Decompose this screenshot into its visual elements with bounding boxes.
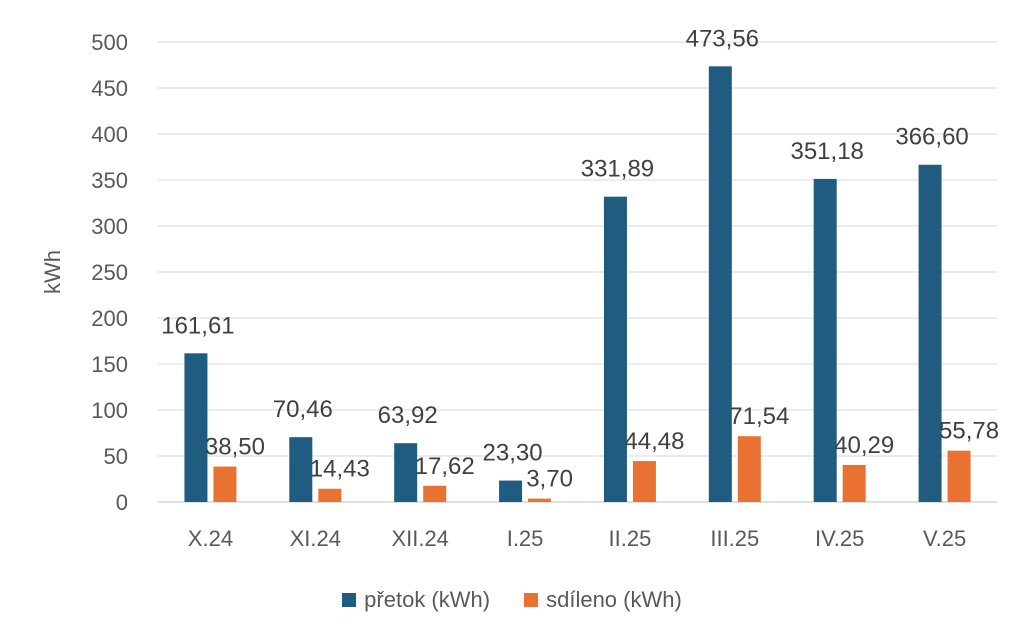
legend-swatch-pretok: [342, 593, 357, 607]
data-label-sdileno: 71,54: [729, 403, 789, 430]
bars: [184, 66, 971, 502]
bar-sdileno[interactable]: [423, 485, 447, 502]
legend-label-sdileno: sdíleno (kWh): [546, 587, 682, 612]
y-tick-label: 450: [91, 76, 128, 101]
bar-pretok[interactable]: [394, 443, 418, 502]
data-label-pretok: 331,89: [581, 156, 654, 183]
data-label-sdileno: 40,29: [834, 432, 894, 459]
bar-pretok[interactable]: [603, 196, 627, 502]
y-tick-label: 200: [91, 306, 128, 331]
data-label-sdileno: 38,50: [205, 434, 265, 461]
x-category-label: IV.25: [815, 526, 864, 551]
legend-label-pretok: přetok (kWh): [364, 587, 491, 612]
data-label-pretok: 473,56: [686, 25, 759, 52]
y-axis-ticks: 0 50 100 150 200 250 300 350 400 450 500: [91, 30, 128, 515]
bar-sdileno[interactable]: [318, 488, 342, 502]
y-tick-label: 250: [91, 260, 128, 285]
x-category-label: V.25: [923, 526, 966, 551]
data-label-pretok: 161,61: [161, 312, 234, 339]
data-label-sdileno: 14,43: [310, 456, 370, 483]
x-category-label: X.24: [188, 526, 233, 551]
x-category-label: XII.24: [391, 526, 448, 551]
data-label-pretok: 63,92: [378, 402, 438, 429]
bar-sdileno[interactable]: [528, 498, 552, 502]
bar-pretok[interactable]: [184, 353, 208, 502]
bar-sdileno[interactable]: [842, 464, 866, 502]
bar-sdileno[interactable]: [737, 436, 761, 502]
legend-swatch-sdileno: [524, 593, 539, 607]
bar-pretok[interactable]: [289, 437, 313, 502]
y-tick-label: 400: [91, 122, 128, 147]
bar-sdileno[interactable]: [632, 461, 656, 502]
bar-pretok[interactable]: [918, 164, 942, 502]
y-tick-label: 500: [91, 30, 128, 55]
data-label-sdileno: 17,62: [415, 453, 475, 480]
y-tick-label: 50: [104, 444, 128, 469]
bar-pretok[interactable]: [813, 178, 837, 502]
data-label-pretok: 23,30: [483, 440, 543, 467]
bar-pretok[interactable]: [499, 480, 523, 502]
bar-sdileno[interactable]: [213, 466, 237, 502]
y-tick-label: 0: [116, 490, 128, 515]
data-labels: 161,61 38,50 70,46 14,43 63,92 17,62 23,303,70…: [161, 25, 999, 492]
y-tick-label: 300: [91, 214, 128, 239]
legend: přetok (kWh) sdíleno (kWh): [0, 587, 1024, 613]
data-label-sdileno: 3,70: [526, 466, 573, 493]
y-tick-label: 150: [91, 352, 128, 377]
bar-pretok[interactable]: [708, 66, 732, 502]
x-category-label: XI.24: [290, 526, 341, 551]
legend-item-sdileno[interactable]: sdíleno (kWh): [524, 587, 682, 613]
data-label-pretok: 351,18: [790, 138, 863, 165]
data-label-sdileno: 55,78: [939, 418, 999, 445]
bar-sdileno[interactable]: [947, 450, 971, 502]
data-label-pretok: 70,46: [273, 396, 333, 423]
data-label-sdileno: 44,48: [624, 428, 684, 455]
y-tick-label: 350: [91, 168, 128, 193]
data-label-pretok: 366,60: [895, 124, 968, 151]
y-tick-label: 100: [91, 398, 128, 423]
x-category-label: II.25: [609, 526, 652, 551]
x-category-label: I.25: [507, 526, 544, 551]
legend-item-pretok[interactable]: přetok (kWh): [342, 587, 490, 613]
x-axis-categories: X.24 XI.24 XII.24 I.25 II.25 III.25 IV.25 V.25: [188, 526, 966, 551]
x-category-label: III.25: [710, 526, 759, 551]
y-axis-label: kWh: [40, 250, 65, 294]
